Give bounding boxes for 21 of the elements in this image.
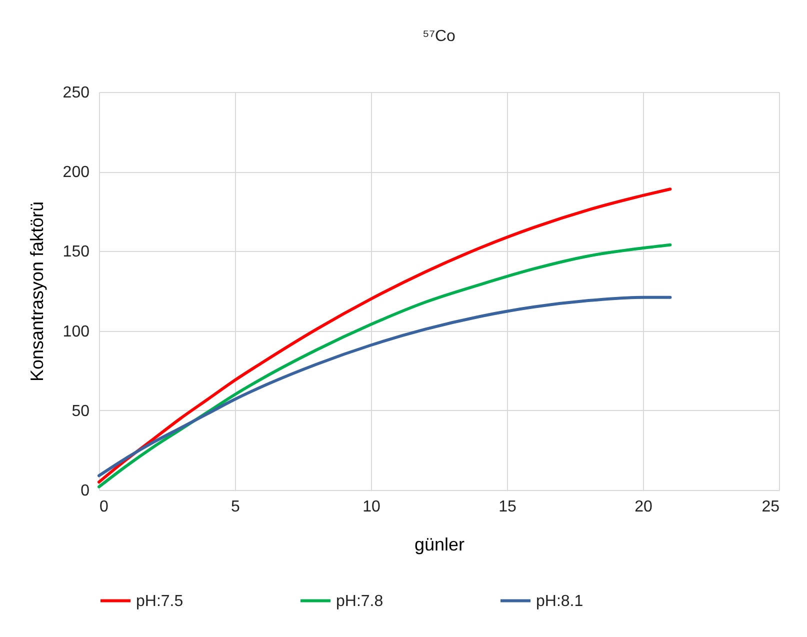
legend-label: pH:8.1 [536,592,584,610]
x-tick-label: 20 [634,498,652,516]
legend-label: pH:7.8 [336,592,384,610]
x-tick-label: 25 [762,498,780,516]
x-tick-label: 0 [100,498,108,516]
y-tick-label: 150 [62,244,90,261]
y-axis-title: Konsantrasyon faktörü [26,201,47,382]
line-series [98,188,672,484]
y-tick-label: 50 [72,402,90,420]
x-tick-label: 5 [231,498,240,516]
x-axis-title: günler [414,534,465,554]
line-series [98,296,672,478]
y-tick-label: 200 [62,164,90,182]
line-series [98,243,672,488]
x-tick-label: 15 [498,498,516,516]
y-tick-label: 0 [80,482,90,500]
chart-title: ⁵⁷Co [422,28,456,45]
x-tick-label: 10 [362,498,380,516]
y-tick-label: 250 [62,84,90,102]
y-tick-label: 100 [62,323,90,340]
legend-label: pH:7.5 [136,592,184,610]
